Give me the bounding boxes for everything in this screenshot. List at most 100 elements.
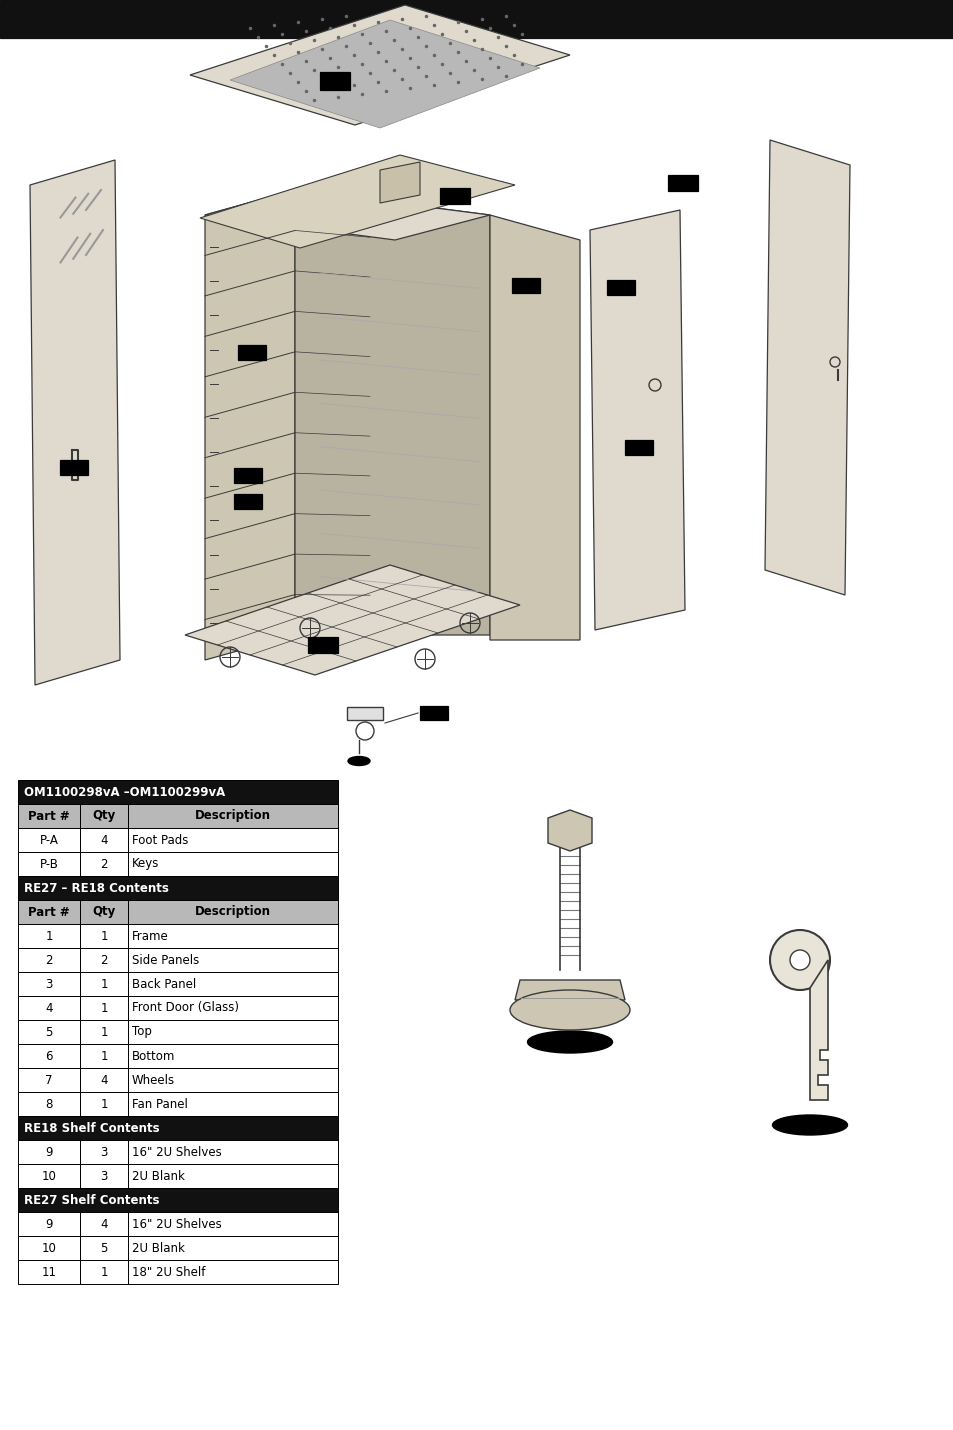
Text: 1: 1 <box>100 1050 108 1062</box>
Bar <box>18 997 80 1020</box>
Text: 11: 11 <box>42 1266 56 1278</box>
Polygon shape <box>490 214 579 641</box>
Text: 9: 9 <box>45 1145 52 1158</box>
Text: Description: Description <box>194 905 271 918</box>
Bar <box>128 1213 337 1236</box>
Bar <box>18 1213 80 1236</box>
Bar <box>128 828 337 852</box>
Bar <box>80 997 128 1020</box>
Text: 4: 4 <box>100 1074 108 1087</box>
Bar <box>128 1164 337 1188</box>
Bar <box>80 1140 128 1164</box>
Bar <box>18 1260 80 1284</box>
Bar <box>80 828 128 852</box>
Bar <box>0 0 953 39</box>
Bar <box>60 460 88 475</box>
Polygon shape <box>185 565 519 675</box>
Text: 2: 2 <box>45 954 52 967</box>
Text: 10: 10 <box>42 1170 56 1183</box>
Bar <box>128 948 337 972</box>
Bar <box>128 1093 337 1115</box>
Text: 2: 2 <box>100 954 108 967</box>
Text: 5: 5 <box>45 1025 52 1038</box>
Bar <box>80 924 128 948</box>
Bar <box>667 174 698 192</box>
Text: Side Panels: Side Panels <box>132 954 199 967</box>
Bar <box>512 277 539 293</box>
Polygon shape <box>205 190 294 661</box>
Text: Qty: Qty <box>92 905 115 918</box>
Bar <box>128 1044 337 1068</box>
Bar <box>80 1020 128 1044</box>
Text: 1: 1 <box>45 930 52 942</box>
Text: 8: 8 <box>45 1097 52 1111</box>
Bar <box>18 1115 337 1140</box>
Text: 7: 7 <box>45 1074 52 1087</box>
Text: 2U Blank: 2U Blank <box>132 1241 185 1254</box>
Bar <box>18 852 80 877</box>
Text: OM1100298vA –OM1100299vA: OM1100298vA –OM1100299vA <box>24 785 225 798</box>
Text: RE27 – RE18 Contents: RE27 – RE18 Contents <box>24 881 169 895</box>
Text: 16" 2U Shelves: 16" 2U Shelves <box>132 1217 221 1230</box>
Text: P-B: P-B <box>39 858 58 871</box>
Polygon shape <box>190 4 569 124</box>
Ellipse shape <box>527 1031 612 1052</box>
Bar <box>128 1140 337 1164</box>
Polygon shape <box>547 809 592 851</box>
Ellipse shape <box>348 756 370 765</box>
Bar <box>18 779 337 804</box>
Bar <box>624 440 652 455</box>
Text: 4: 4 <box>45 1001 52 1014</box>
Bar <box>606 280 635 295</box>
Text: RE18 Shelf Contents: RE18 Shelf Contents <box>24 1121 159 1134</box>
Bar <box>80 1068 128 1093</box>
Text: 10: 10 <box>42 1241 56 1254</box>
Bar <box>80 899 128 924</box>
Bar <box>128 804 337 828</box>
Text: Part #: Part # <box>29 809 70 822</box>
Bar <box>80 1164 128 1188</box>
Bar <box>80 1044 128 1068</box>
Text: RE27 Shelf Contents: RE27 Shelf Contents <box>24 1194 159 1207</box>
Bar <box>18 804 80 828</box>
Text: P-A: P-A <box>39 834 58 847</box>
Bar <box>18 1164 80 1188</box>
Polygon shape <box>205 190 490 240</box>
Text: 1: 1 <box>100 1025 108 1038</box>
Polygon shape <box>30 160 120 685</box>
Bar <box>18 1020 80 1044</box>
Text: 3: 3 <box>100 1145 108 1158</box>
Polygon shape <box>200 154 515 247</box>
Text: 1: 1 <box>100 978 108 991</box>
Bar <box>237 345 266 360</box>
Text: 2: 2 <box>100 858 108 871</box>
Polygon shape <box>230 20 539 129</box>
Bar <box>419 706 448 719</box>
Bar <box>128 924 337 948</box>
Text: Fan Panel: Fan Panel <box>132 1097 188 1111</box>
Text: 3: 3 <box>45 978 52 991</box>
Ellipse shape <box>772 1115 846 1135</box>
Text: 4: 4 <box>100 1217 108 1230</box>
Bar <box>233 468 262 483</box>
Bar <box>18 972 80 997</box>
Polygon shape <box>379 162 419 203</box>
Bar <box>80 852 128 877</box>
Bar <box>18 877 337 899</box>
Text: 3: 3 <box>100 1170 108 1183</box>
Bar <box>18 1188 337 1213</box>
Text: Frame: Frame <box>132 930 169 942</box>
Text: Wheels: Wheels <box>132 1074 175 1087</box>
Text: Part #: Part # <box>29 905 70 918</box>
Bar <box>339 41 419 67</box>
Bar <box>18 1140 80 1164</box>
Text: 4: 4 <box>100 834 108 847</box>
Text: 1: 1 <box>100 1097 108 1111</box>
Text: 1: 1 <box>100 1001 108 1014</box>
Bar <box>439 187 470 204</box>
Bar <box>18 1068 80 1093</box>
Text: Bottom: Bottom <box>132 1050 175 1062</box>
Text: Top: Top <box>132 1025 152 1038</box>
Bar <box>80 1260 128 1284</box>
Bar <box>18 924 80 948</box>
